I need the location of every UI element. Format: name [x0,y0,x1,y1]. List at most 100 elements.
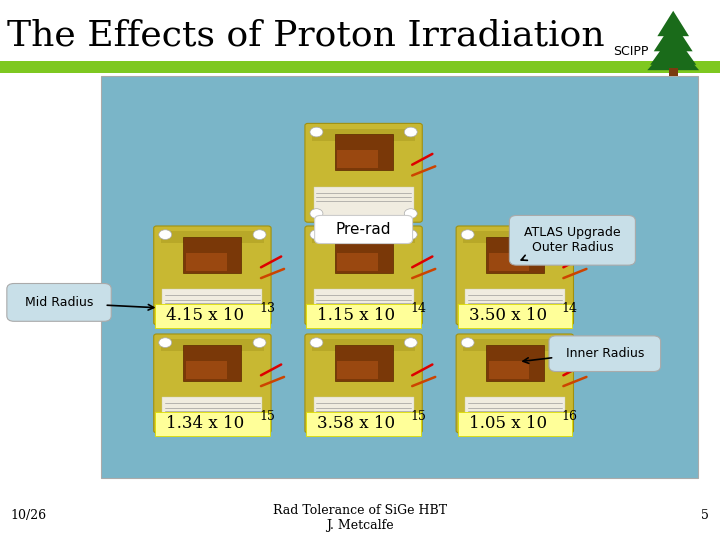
Bar [186,361,227,379]
Text: 3.50 x 10: 3.50 x 10 [469,307,546,325]
Bar [465,397,565,428]
Bar [186,253,227,271]
Bar [312,231,415,243]
Text: Mid Radius: Mid Radius [25,296,93,309]
Text: Pre-rad: Pre-rad [336,222,392,237]
Circle shape [405,127,418,137]
Bar [464,231,566,243]
Text: 14: 14 [562,302,577,315]
Circle shape [158,419,171,429]
FancyBboxPatch shape [456,226,574,325]
Bar [101,76,698,478]
Bar [335,237,392,273]
Circle shape [310,230,323,240]
Text: 10/26: 10/26 [11,509,47,522]
Circle shape [253,311,266,321]
Text: 14: 14 [410,302,426,315]
Polygon shape [657,11,689,36]
Bar [314,186,413,217]
Bar [465,289,565,320]
Circle shape [310,208,323,219]
Bar [489,253,529,271]
Bar [338,253,378,271]
FancyBboxPatch shape [510,215,636,265]
Bar [184,237,241,273]
Circle shape [405,208,418,219]
Circle shape [158,338,171,348]
Text: 3.58 x 10: 3.58 x 10 [318,415,395,433]
Text: ATLAS Upgrade
Outer Radius: ATLAS Upgrade Outer Radius [524,226,621,254]
Text: 5: 5 [701,509,709,522]
FancyBboxPatch shape [155,304,269,328]
FancyBboxPatch shape [456,334,574,433]
Bar [669,68,678,76]
Bar [162,397,262,428]
FancyBboxPatch shape [153,334,271,433]
Bar [486,237,544,273]
Bar [314,289,413,320]
Circle shape [405,311,418,321]
Text: 16: 16 [562,410,577,423]
FancyBboxPatch shape [315,215,413,244]
Circle shape [253,338,266,348]
Circle shape [556,419,569,429]
Circle shape [461,338,474,348]
Polygon shape [650,32,696,65]
Text: 4.15 x 10: 4.15 x 10 [166,307,244,325]
Bar [312,129,415,140]
Circle shape [253,230,266,240]
Circle shape [158,230,171,240]
FancyBboxPatch shape [307,412,420,436]
Circle shape [556,311,569,321]
Circle shape [556,230,569,240]
Bar [162,289,262,320]
Bar [314,397,413,428]
FancyBboxPatch shape [305,226,422,325]
Text: SCIPP: SCIPP [613,45,649,58]
Bar [161,340,264,352]
Polygon shape [647,40,699,70]
Circle shape [556,338,569,348]
FancyBboxPatch shape [305,334,422,433]
Bar [335,345,392,381]
Circle shape [405,338,418,348]
Circle shape [461,230,474,240]
Text: Rad Tolerance of SiGe HBT
J. Metcalfe: Rad Tolerance of SiGe HBT J. Metcalfe [273,504,447,532]
Bar [489,361,529,379]
FancyBboxPatch shape [7,284,111,321]
Circle shape [253,419,266,429]
Circle shape [405,230,418,240]
Circle shape [310,419,323,429]
Bar [184,345,241,381]
FancyBboxPatch shape [549,336,661,372]
Circle shape [310,311,323,321]
Bar [161,231,264,243]
Bar [464,340,566,352]
Text: 1.15 x 10: 1.15 x 10 [318,307,395,325]
FancyBboxPatch shape [305,123,422,222]
Text: 13: 13 [259,302,275,315]
Text: 1.34 x 10: 1.34 x 10 [166,415,244,433]
Bar [338,361,378,379]
FancyBboxPatch shape [307,304,420,328]
Circle shape [310,338,323,348]
Text: The Effects of Proton Irradiation: The Effects of Proton Irradiation [7,18,605,52]
FancyBboxPatch shape [458,304,572,328]
Bar [335,134,392,170]
Polygon shape [654,22,693,51]
Bar [486,345,544,381]
Text: 15: 15 [259,410,275,423]
Circle shape [461,311,474,321]
FancyBboxPatch shape [153,226,271,325]
Circle shape [310,127,323,137]
FancyBboxPatch shape [458,412,572,436]
Bar [312,340,415,352]
Text: Inner Radius: Inner Radius [566,347,644,360]
Bar [0,61,720,73]
Circle shape [158,311,171,321]
Circle shape [405,419,418,429]
FancyBboxPatch shape [155,412,269,436]
Circle shape [461,419,474,429]
Bar [338,150,378,168]
Text: 1.05 x 10: 1.05 x 10 [469,415,546,433]
